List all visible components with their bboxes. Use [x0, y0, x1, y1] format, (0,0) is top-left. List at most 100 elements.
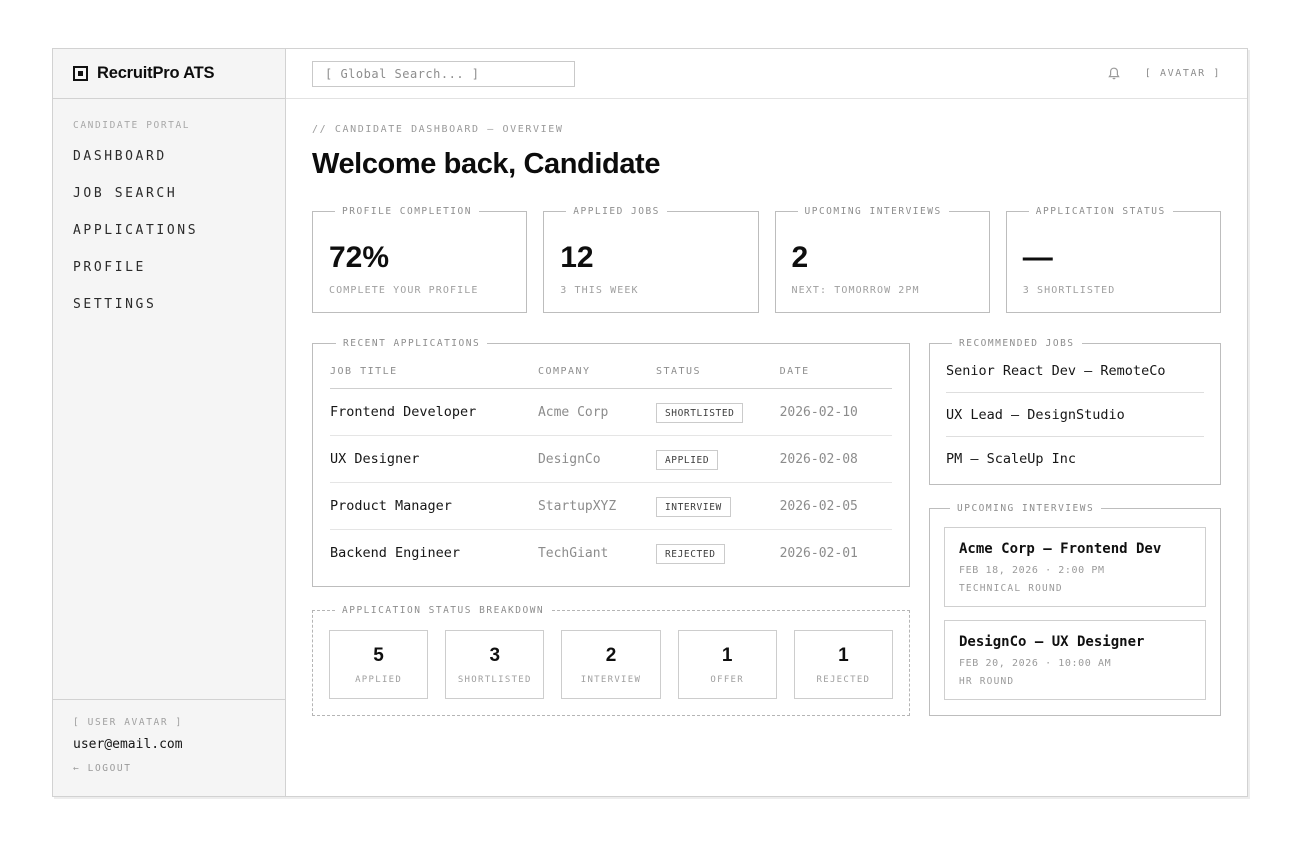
sidebar-nav: DASHBOARD JOB SEARCH APPLICATIONS PROFIL…	[53, 138, 285, 323]
stat-legend: UPCOMING INTERVIEWS	[804, 206, 942, 217]
user-email: user@email.com	[73, 737, 183, 752]
job-title-cell: Backend Engineer	[330, 545, 461, 561]
left-column: RECENT APPLICATIONS JOB TITLE COMPANY ST…	[312, 338, 910, 716]
upcoming-interviews-panel: UPCOMING INTERVIEWS Acme Corp — Frontend…	[929, 503, 1221, 716]
stat-subtext: COMPLETE YOUR PROFILE	[329, 285, 479, 296]
interview-round: TECHNICAL ROUND	[959, 583, 1063, 594]
topbar: [ AVATAR ]	[286, 49, 1247, 99]
breakdown-label: APPLIED	[355, 675, 403, 685]
stat-subtext: 3 THIS WEEK	[560, 285, 639, 296]
stat-card-application-status: APPLICATION STATUS — 3 SHORTLISTED	[1005, 206, 1221, 313]
stat-value: 72%	[329, 241, 390, 274]
stat-value: 2	[791, 241, 809, 274]
interview-round: HR ROUND	[959, 676, 1015, 687]
stat-subtext: NEXT: TOMORROW 2PM	[791, 285, 920, 296]
sidebar-item-profile[interactable]: PROFILE	[73, 260, 146, 275]
app-title: RecruitPro ATS	[97, 64, 215, 82]
stat-value: —	[1022, 241, 1053, 274]
breakdown-value: 2	[605, 645, 617, 666]
sidebar-item-dashboard[interactable]: DASHBOARD	[73, 149, 167, 164]
status-badge: INTERVIEW	[655, 497, 731, 517]
table-row[interactable]: Product Manager StartupXYZ INTERVIEW 202…	[330, 482, 892, 530]
breakdown-label: REJECTED	[816, 675, 871, 685]
status-badge: SHORTLISTED	[655, 403, 744, 423]
company-cell: TechGiant	[537, 545, 609, 561]
breakdown-value: 5	[373, 645, 384, 666]
column-header-status: STATUS	[655, 353, 780, 389]
company-cell: DesignCo	[537, 435, 656, 483]
interview-card[interactable]: Acme Corp — Frontend Dev FEB 18, 2026 · …	[944, 527, 1206, 607]
company-cell: StartupXYZ	[537, 482, 656, 530]
interview-title: Acme Corp — Frontend Dev	[959, 541, 1162, 557]
breakdown-box-shortlisted: 3 SHORTLISTED	[445, 630, 545, 699]
date-cell: 2026-02-01	[779, 545, 858, 561]
status-badge: APPLIED	[655, 450, 719, 470]
breakdown-box-interview: 2 INTERVIEW	[561, 630, 661, 699]
logout-button[interactable]: ← LOGOUT	[73, 763, 132, 774]
stat-legend: PROFILE COMPLETION	[342, 206, 472, 217]
stat-value: 12	[560, 241, 594, 274]
column-header-company: COMPANY	[537, 353, 656, 389]
column-header-job-title: JOB TITLE	[330, 353, 538, 389]
job-title-cell: Product Manager	[330, 482, 538, 530]
stats-row: PROFILE COMPLETION 72% COMPLETE YOUR PRO…	[312, 206, 1221, 313]
panel-legend: APPLICATION STATUS BREAKDOWN	[342, 605, 545, 616]
panel-legend: RECOMMENDED JOBS	[959, 338, 1075, 349]
bell-icon[interactable]	[1107, 66, 1121, 81]
dashboard-columns: RECENT APPLICATIONS JOB TITLE COMPANY ST…	[312, 338, 1221, 716]
global-search-input[interactable]	[312, 60, 575, 87]
table-row[interactable]: Backend Engineer TechGiant REJECTED 2026…	[330, 530, 892, 573]
breakdown-box-applied: 5 APPLIED	[329, 630, 429, 699]
job-title-cell: Frontend Developer	[330, 388, 538, 436]
date-cell: 2026-02-10	[779, 388, 892, 436]
status-breakdown-grid: 5 APPLIED 3 SHORTLISTED 2 INTERVIEW	[329, 630, 893, 699]
sidebar-section-label: CANDIDATE PORTAL	[73, 120, 191, 131]
stat-card-profile-completion: PROFILE COMPLETION 72% COMPLETE YOUR PRO…	[312, 206, 528, 313]
sidebar-item-applications[interactable]: APPLICATIONS	[73, 223, 199, 238]
status-breakdown-panel: APPLICATION STATUS BREAKDOWN 5 APPLIED 3…	[312, 605, 910, 716]
breakdown-value: 1	[838, 645, 849, 666]
page-title: Welcome back, Candidate	[312, 148, 661, 180]
interview-title: DesignCo — UX Designer	[959, 634, 1145, 650]
panel-legend: UPCOMING INTERVIEWS	[957, 503, 1095, 514]
stat-legend: APPLICATION STATUS	[1035, 206, 1166, 217]
topbar-right: [ AVATAR ]	[1107, 66, 1221, 81]
recommended-job-item[interactable]: Senior React Dev — RemoteCo	[946, 349, 1204, 393]
column-header-date: DATE	[779, 353, 892, 389]
sidebar-item-settings[interactable]: SETTINGS	[73, 297, 157, 312]
dashboard-content: // CANDIDATE DASHBOARD — OVERVIEW Welcom…	[286, 99, 1247, 796]
app-window: RecruitPro ATS CANDIDATE PORTAL DASHBOAR…	[52, 48, 1248, 797]
date-cell: 2026-02-08	[779, 435, 892, 483]
sidebar: RecruitPro ATS CANDIDATE PORTAL DASHBOAR…	[53, 49, 286, 796]
breakdown-label: SHORTLISTED	[457, 675, 532, 685]
breakdown-box-offer: 1 OFFER	[677, 630, 777, 699]
breakdown-box-rejected: 1 REJECTED	[793, 630, 893, 699]
interview-card[interactable]: DesignCo — UX Designer FEB 20, 2026 · 10…	[944, 620, 1206, 700]
date-cell: 2026-02-05	[779, 482, 892, 530]
table-row[interactable]: UX Designer DesignCo APPLIED 2026-02-08	[330, 435, 892, 483]
recommended-job-item[interactable]: UX Lead — DesignStudio	[946, 393, 1204, 437]
table-row[interactable]: Frontend Developer Acme Corp SHORTLISTED…	[330, 388, 892, 436]
sidebar-item-job-search[interactable]: JOB SEARCH	[73, 186, 178, 201]
avatar-button[interactable]: [ AVATAR ]	[1144, 68, 1221, 79]
breakdown-label: INTERVIEW	[580, 675, 642, 685]
job-title-cell: UX Designer	[330, 435, 538, 483]
breadcrumb: // CANDIDATE DASHBOARD — OVERVIEW	[312, 124, 564, 135]
company-cell: Acme Corp	[537, 388, 656, 436]
square-in-square-icon	[73, 66, 88, 81]
status-badge: REJECTED	[655, 544, 725, 564]
panel-legend: RECENT APPLICATIONS	[343, 338, 481, 349]
recent-applications-panel: RECENT APPLICATIONS JOB TITLE COMPANY ST…	[312, 338, 910, 587]
recommended-jobs-panel: RECOMMENDED JOBS Senior React Dev — Remo…	[929, 338, 1221, 485]
stat-legend: APPLIED JOBS	[573, 206, 660, 217]
right-column: RECOMMENDED JOBS Senior React Dev — Remo…	[929, 338, 1221, 716]
table-header-row: JOB TITLE COMPANY STATUS DATE	[330, 353, 892, 389]
main-area: [ AVATAR ] // CANDIDATE DASHBOARD — OVER…	[286, 49, 1247, 796]
interview-datetime: FEB 20, 2026 · 10:00 AM	[959, 658, 1112, 669]
stat-card-upcoming-interviews: UPCOMING INTERVIEWS 2 NEXT: TOMORROW 2PM	[774, 206, 990, 313]
recommended-job-item[interactable]: PM — ScaleUp Inc	[946, 451, 1077, 467]
recent-applications-table: JOB TITLE COMPANY STATUS DATE Frontend D…	[330, 353, 892, 572]
breakdown-value: 3	[489, 645, 501, 666]
stat-subtext: 3 SHORTLISTED	[1022, 285, 1116, 296]
stat-card-applied-jobs: APPLIED JOBS 12 3 THIS WEEK	[543, 206, 759, 313]
